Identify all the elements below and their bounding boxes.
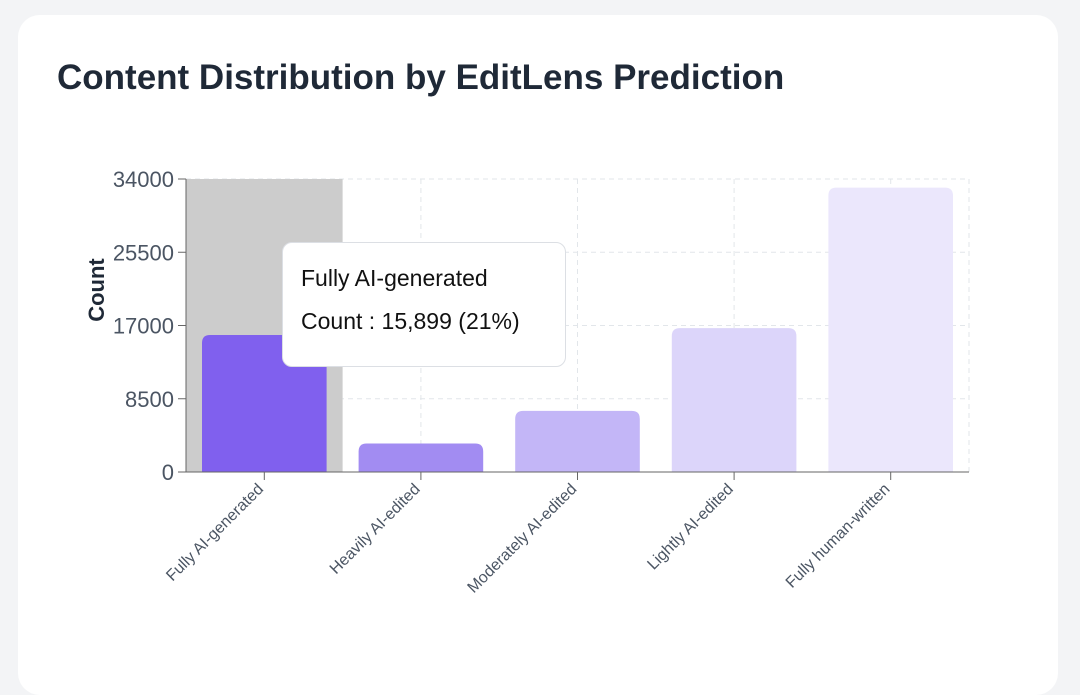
y-tick-label: 34000 (113, 167, 174, 192)
y-tick-label: 8500 (125, 387, 174, 412)
x-tick-label: Lightly AI-edited (644, 481, 737, 574)
bar (358, 443, 484, 472)
tooltip-value: Count : 15,899 (21%) (301, 308, 520, 334)
x-tick-label: Fully AI-generated (163, 481, 267, 585)
y-axis-label: Count (84, 258, 109, 322)
tooltip: Fully AI-generated Count : 15,899 (21%) (282, 242, 566, 367)
bar-chart: 0 8500 17000 25500 34000 Fully AI-generated He… (84, 167, 970, 597)
bar (671, 328, 797, 472)
y-tick-label: 17000 (113, 314, 174, 339)
y-tick-label: 0 (162, 460, 174, 485)
x-tick-label: Moderately AI-edited (465, 481, 581, 597)
bar (828, 187, 953, 472)
tooltip-label: Fully AI-generated (301, 265, 488, 291)
x-tick-label: Heavily AI-edited (327, 481, 424, 578)
bar (515, 410, 640, 472)
x-tick-label: Fully human-written (783, 481, 894, 592)
y-tick-label: 25500 (113, 240, 174, 265)
chart-title: Content Distribution by EditLens Predict… (57, 58, 785, 97)
bar (202, 334, 327, 472)
